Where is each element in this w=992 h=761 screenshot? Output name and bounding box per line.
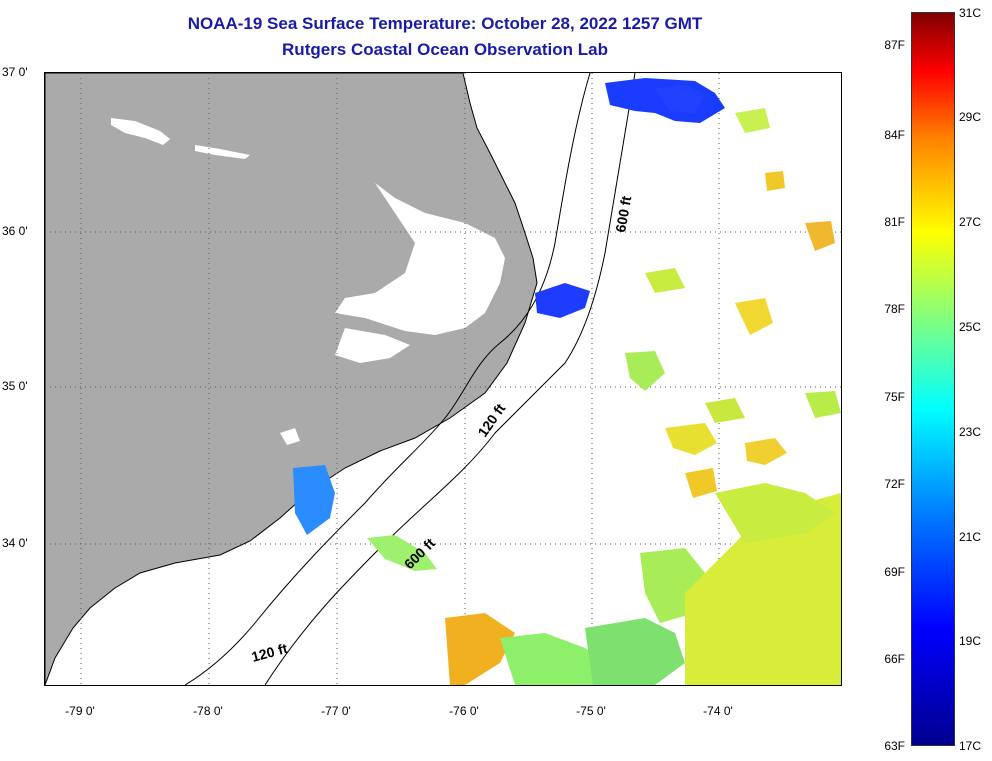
lon-label-79: -79 0' [65, 704, 95, 718]
colorbar-c-31: 31C [959, 6, 982, 20]
contour-label-120ft-mid: 120 ft [474, 400, 508, 439]
lon-label-74: -74 0' [703, 704, 733, 718]
lon-label-77: -77 0' [321, 704, 351, 718]
temperature-colorbar [911, 12, 955, 746]
colorbar-c-21: 21C [959, 530, 982, 544]
contour-label-120ft-south: 120 ft [250, 640, 290, 665]
contour-600ft [264, 73, 636, 685]
colorbar-c-27: 27C [959, 215, 982, 229]
coastal-inlet [280, 428, 300, 445]
contour-label-600ft-north: 600 ft [612, 194, 634, 233]
colorbar-c-23: 23C [959, 425, 982, 439]
colorbar-f-81: 81F [884, 215, 905, 229]
colorbar-f-63: 63F [884, 739, 905, 753]
lon-label-76: -76 0' [449, 704, 479, 718]
pamlico-sound [335, 183, 505, 335]
lat-label-34: 34 0' [2, 536, 28, 550]
lon-label-75: -75 0' [576, 704, 606, 718]
lat-label-36: 36 0' [2, 224, 28, 238]
colorbar-c-17: 17C [959, 739, 982, 753]
colorbar-f-72: 72F [884, 477, 905, 491]
colorbar-f-78: 78F [884, 302, 905, 316]
map-subtitle: Rutgers Coastal Ocean Observation Lab [282, 40, 608, 59]
colorbar-c-25: 25C [959, 320, 982, 334]
colorbar-f-69: 69F [884, 565, 905, 579]
land-mass [45, 73, 538, 685]
map-graphic: 600 ft 120 ft 600 ft 120 ft [45, 73, 841, 685]
lat-label-37: 37 0' [2, 65, 28, 79]
colorbar-c-29: 29C [959, 110, 982, 124]
albemarle-sound [111, 118, 170, 145]
colorbar-c-19: 19C [959, 634, 982, 648]
map-title: NOAA-19 Sea Surface Temperature: October… [187, 14, 703, 33]
colorbar-f-87: 87F [884, 38, 905, 52]
colorbar-f-84: 84F [884, 128, 905, 142]
sst-map-area: 600 ft 120 ft 600 ft 120 ft [44, 72, 842, 686]
neuse-river [335, 328, 410, 363]
lat-label-35: 35 0' [2, 379, 28, 393]
sst-patches [293, 78, 841, 685]
colorbar-f-66: 66F [884, 652, 905, 666]
colorbar-f-75: 75F [884, 390, 905, 404]
lon-label-78: -78 0' [193, 704, 223, 718]
contour-120ft [184, 73, 591, 685]
